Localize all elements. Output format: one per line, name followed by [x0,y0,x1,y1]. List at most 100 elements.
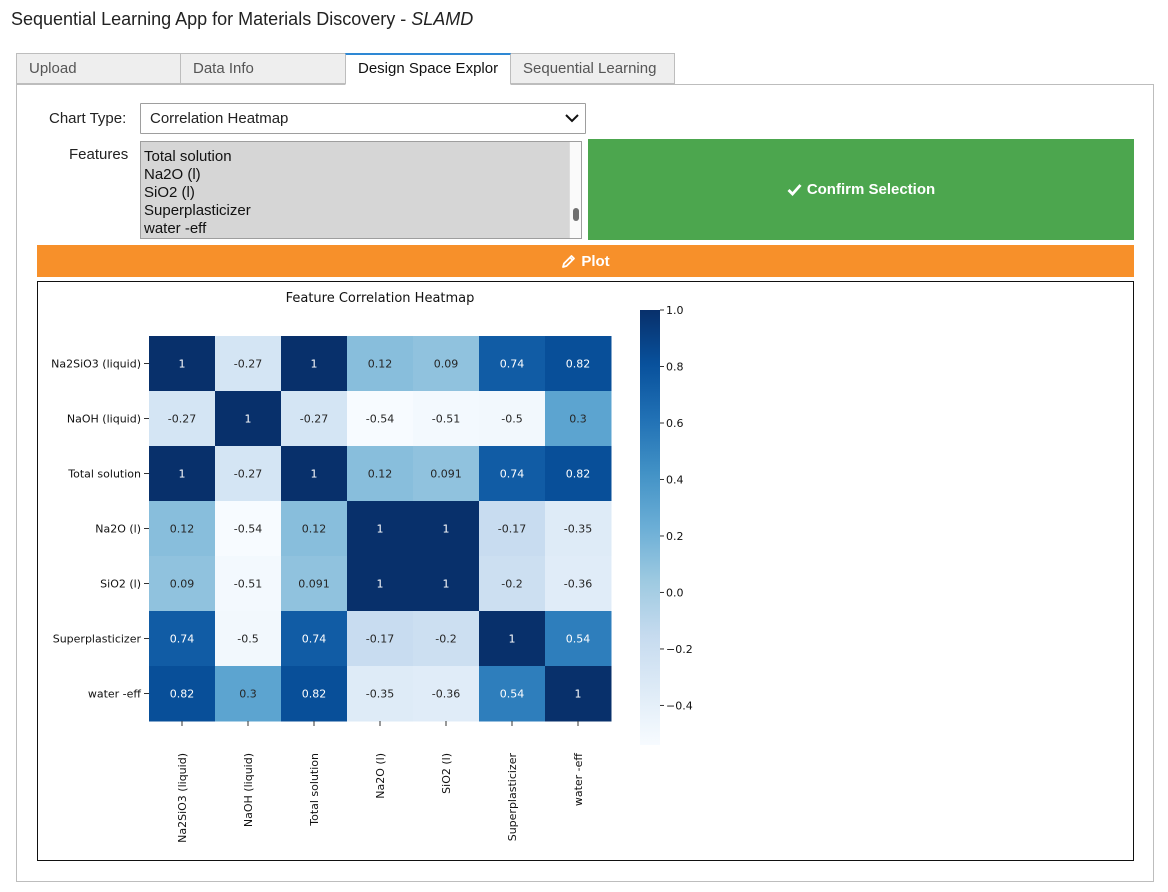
x-tick-label: Superplasticizer [506,753,519,842]
heatmap-cell-label: 0.3 [569,413,587,426]
heatmap-cell-label: -0.54 [234,523,262,536]
heatmap-cell-label: 0.82 [566,468,591,481]
colorbar-tick-label: 0.0 [666,586,684,599]
heatmap-cell [413,391,480,447]
colorbar [640,310,660,745]
feature-option[interactable]: SiO2 (l) [144,184,195,201]
heatmap-cell-label: -0.36 [432,688,460,701]
heatmap-cell [479,336,546,392]
heatmap-cell [149,391,216,447]
heatmap-cell [215,556,282,612]
tab-upload[interactable]: Upload [16,53,181,84]
heatmap-cell [281,666,348,722]
heatmap-cell-label: -0.27 [300,413,328,426]
heatmap-cell [413,501,480,557]
heatmap-cell-label: 1 [179,358,186,371]
heatmap-cell-label: 0.091 [298,578,330,591]
heatmap-cell [281,336,348,392]
heatmap-cell [347,556,414,612]
heatmap-cell-label: 0.12 [170,523,195,536]
colorbar-tick-label: 0.8 [666,360,684,373]
heatmap-cell [281,446,348,502]
heatmap-cell-label: 1 [575,688,582,701]
heatmap-cell-label: -0.36 [564,578,592,591]
y-tick-label: Na2SiO3 (liquid) [51,358,141,371]
colorbar-tick-label: −0.2 [666,643,693,656]
tab-design-space-explorer[interactable]: Design Space Explor [345,53,511,85]
colorbar-tick-label: 0.6 [666,417,684,430]
heatmap-cell [479,556,546,612]
heatmap-cell [215,391,282,447]
heatmap-cell [347,391,414,447]
heatmap-cell-label: -0.51 [432,413,460,426]
chart-type-label: Chart Type: [49,110,127,127]
heatmap-cell-label: 0.74 [500,358,525,371]
heatmap-cell [545,666,612,722]
heatmap-cell [347,611,414,667]
chart-title: Feature Correlation Heatmap [286,291,475,306]
heatmap-cell [281,556,348,612]
y-tick-label: Total solution [67,468,141,481]
check-icon [787,183,802,196]
heatmap-cell-label: 0.74 [302,633,327,646]
app-title-text: Sequential Learning App for Materials Di… [11,9,412,29]
colorbar-tick-label: 1.0 [666,304,684,317]
colorbar-tick-label: 0.2 [666,530,684,543]
heatmap-cell-label: 1 [443,523,450,536]
heatmap-cell [413,336,480,392]
y-tick-label: Superplasticizer [53,633,142,646]
app-subtitle: SLAMD [411,9,474,29]
heatmap-cell-label: -0.17 [366,633,394,646]
feature-option[interactable]: Superplasticizer [144,202,251,219]
heatmap-cell [281,391,348,447]
heatmap-cell [413,666,480,722]
heatmap-cell [215,501,282,557]
heatmap-cell-label: -0.27 [234,468,262,481]
heatmap-cell-label: 0.54 [500,688,525,701]
heatmap-cell [545,336,612,392]
features-scrollbar[interactable] [569,142,581,238]
heatmap-cell [347,446,414,502]
plot-output-area: Feature Correlation Heatmap 1 -0.27 1 0.12 0… [37,281,1134,861]
heatmap-cell [149,611,216,667]
heatmap-cell-label: 0.12 [302,523,327,536]
heatmap-cell-label: 1 [311,468,318,481]
x-tick-label: Total solution [308,753,321,827]
tab-sequential-learning[interactable]: Sequential Learning [510,53,675,84]
y-tick-label: water -eff [88,688,142,701]
feature-option[interactable]: water -eff [144,220,207,237]
heatmap-cell [281,501,348,557]
heatmap-cell-label: 0.12 [368,358,393,371]
confirm-selection-button[interactable]: Confirm Selection [588,139,1134,240]
heatmap-cell-label: 1 [179,468,186,481]
heatmap-cell-label: 0.82 [566,358,591,371]
heatmap-cell [149,336,216,392]
feature-option[interactable]: Na2O (l) [144,166,201,183]
heatmap-cell [149,501,216,557]
chart-type-select[interactable]: Correlation Heatmap [140,103,586,134]
heatmap-cell [215,666,282,722]
features-scroll-thumb[interactable] [573,208,579,221]
features-multiselect[interactable]: Total solution Na2O (l) SiO2 (l) Superpl… [140,141,582,239]
heatmap-cell [479,611,546,667]
x-tick-label: NaOH (liquid) [242,753,255,827]
tab-data-info[interactable]: Data Info [180,53,346,84]
y-tick-label: Na2O (l) [95,523,141,536]
heatmap-cell [479,501,546,557]
heatmap-cell-label: 1 [509,633,516,646]
chart-type-value: Correlation Heatmap [150,110,289,127]
heatmap-cell [413,446,480,502]
x-tick-label: Na2O (l) [374,753,387,799]
heatmap-cell-label: 1 [311,358,318,371]
heatmap-cell [413,556,480,612]
plot-button[interactable]: Plot [37,245,1134,277]
heatmap-cell-label: 0.82 [302,688,327,701]
heatmap-cell [545,391,612,447]
heatmap-cell-label: 0.82 [170,688,195,701]
heatmap-cell [347,336,414,392]
heatmap-cell-label: -0.35 [564,523,592,536]
heatmap-cell-label: 0.3 [239,688,257,701]
colorbar-tick-label: 0.4 [666,473,684,486]
features-label: Features [69,146,129,163]
feature-option[interactable]: Total solution [144,148,232,165]
